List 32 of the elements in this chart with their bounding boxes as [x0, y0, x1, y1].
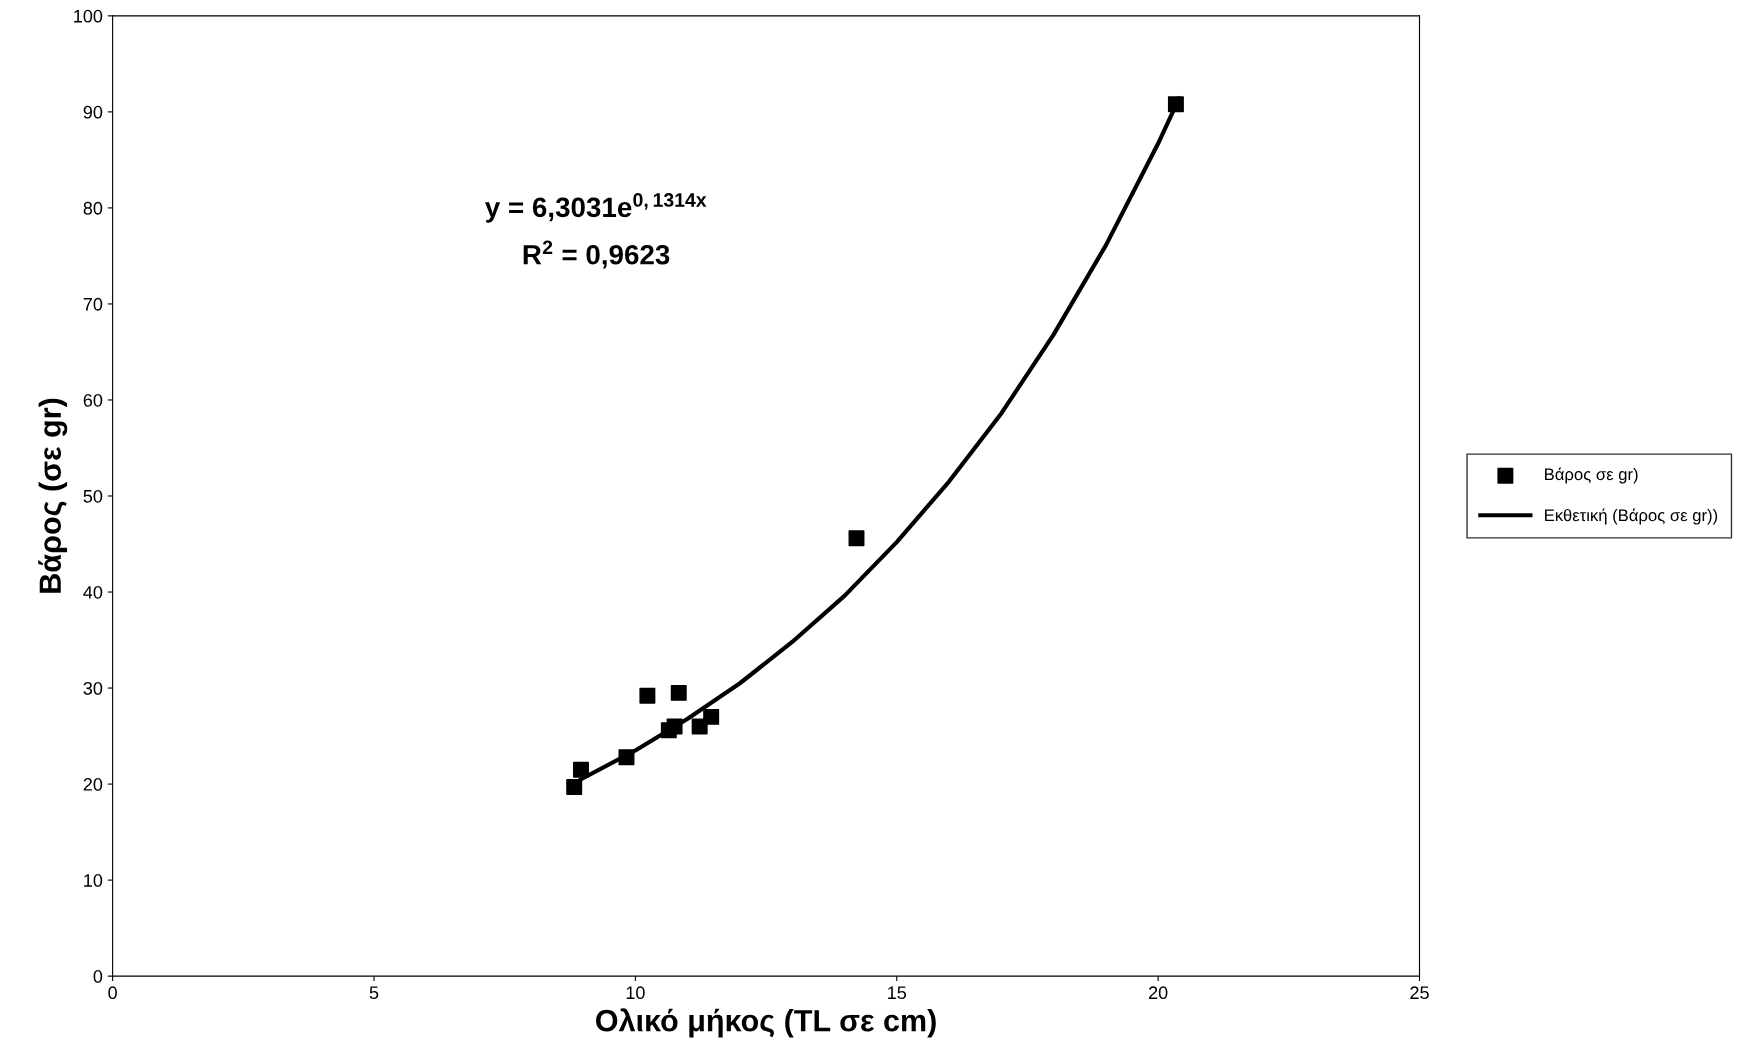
point [666, 718, 683, 735]
x-tick-label: 15 [888, 986, 907, 1000]
annotation: R$^{2}$ = 0,9623 [523, 240, 670, 269]
annotation: y = 6,3031e$^{0,1314x}$ [484, 193, 707, 223]
point [703, 708, 720, 725]
y-tick-label: 40 [83, 585, 103, 599]
legend-label: Εκθετική (Βάρος σε gr)) [1545, 508, 1718, 525]
y-tick-label: 20 [83, 778, 103, 791]
point [566, 778, 583, 795]
y-tick-label: 90 [83, 105, 103, 119]
point [670, 684, 687, 701]
y-tick-label: 100 [74, 9, 103, 23]
x-tick-label: 10 [626, 986, 645, 1000]
y-tick-label: 70 [83, 297, 103, 311]
x-tick-label: 20 [1148, 986, 1168, 1000]
y-tick-label: 50 [83, 489, 103, 503]
y-tick-label: 80 [83, 201, 103, 215]
x-axis-title: Ολικό μήκος (TL σε cm) [596, 1008, 936, 1038]
y-tick-label: 10 [84, 874, 103, 887]
point [618, 749, 635, 766]
point [639, 687, 656, 704]
x-tick-label: 25 [1410, 986, 1429, 1000]
point [573, 761, 589, 778]
y-tick-label: 30 [83, 681, 103, 695]
y-tick-label: 0 [93, 970, 103, 983]
legend-label: Βάρος σε gr) [1545, 467, 1638, 484]
y-axis-title: Βάρος (σε gr) [38, 398, 68, 593]
x-tick-label: 5 [369, 986, 379, 1000]
x-tick-label: 0 [108, 986, 117, 1000]
point [848, 530, 865, 547]
point [1167, 96, 1184, 113]
y-tick-label: 60 [83, 393, 103, 407]
